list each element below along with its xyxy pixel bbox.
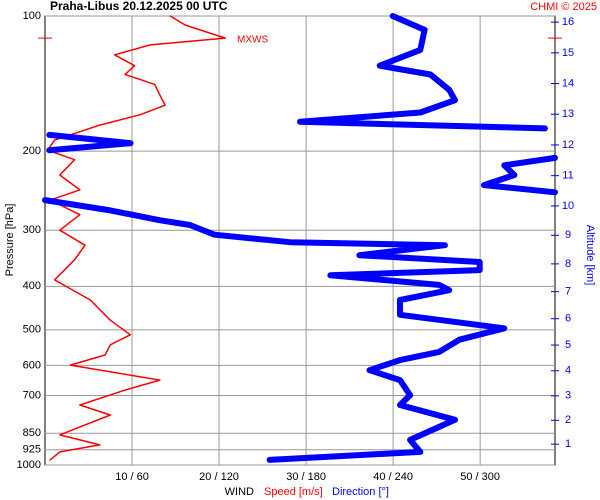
y2-tick-label: 2 [565,414,571,426]
y2-axis-label: Altitude [km] [584,225,596,286]
x-tick-label: 20 / 120 [199,471,239,483]
y-tick-label: 400 [23,280,41,292]
y2-tick-label: 3 [565,390,571,402]
legend-entry: Direction [°] [332,486,389,498]
x-axis-label: WIND [225,486,254,498]
y2-tick-label: 10 [562,200,574,212]
y-tick-label: 300 [23,224,41,236]
y2-tick-label: 6 [565,313,571,325]
y-tick-label: 500 [23,324,41,336]
y-tick-label: 700 [23,389,41,401]
y2-tick-label: 5 [565,339,571,351]
y2-tick-label: 16 [562,16,574,28]
x-tick-label: 30 / 180 [286,471,326,483]
y2-tick-label: 13 [562,108,574,120]
y2-tick-label: 14 [562,77,574,89]
y-tick-label: 850 [23,427,41,439]
y2-tick-label: 1 [565,438,571,450]
x-tick-label: 50 / 300 [460,471,500,483]
y2-tick-label: 11 [562,170,573,182]
y-tick-label: 1000 [17,459,41,471]
speed-line [46,15,226,461]
y-tick-label: 100 [23,10,41,22]
x-tick-label: 10 / 60 [115,471,149,483]
y-axis-label: Pressure [hPa] [4,204,16,277]
y-tick-label: 925 [23,444,41,456]
chart-title: Praha-Libus 20.12.2025 00 UTC [50,0,228,13]
y-tick-label: 600 [23,359,41,371]
y2-tick-label: 4 [565,365,571,377]
y2-tick-label: 15 [562,47,574,59]
y2-tick-label: 12 [562,139,574,151]
x-tick-label: 40 / 240 [373,471,413,483]
y-tick-label: 200 [23,145,41,157]
y2-tick-label: 8 [565,258,571,270]
y2-tick-label: 9 [565,229,571,241]
annotation: MXWS [237,35,268,46]
credit: CHMI © 2025 [530,1,597,13]
legend-entry: Speed [m/s] [264,486,323,498]
y2-tick-label: 7 [565,286,571,298]
direction-line [42,13,558,463]
